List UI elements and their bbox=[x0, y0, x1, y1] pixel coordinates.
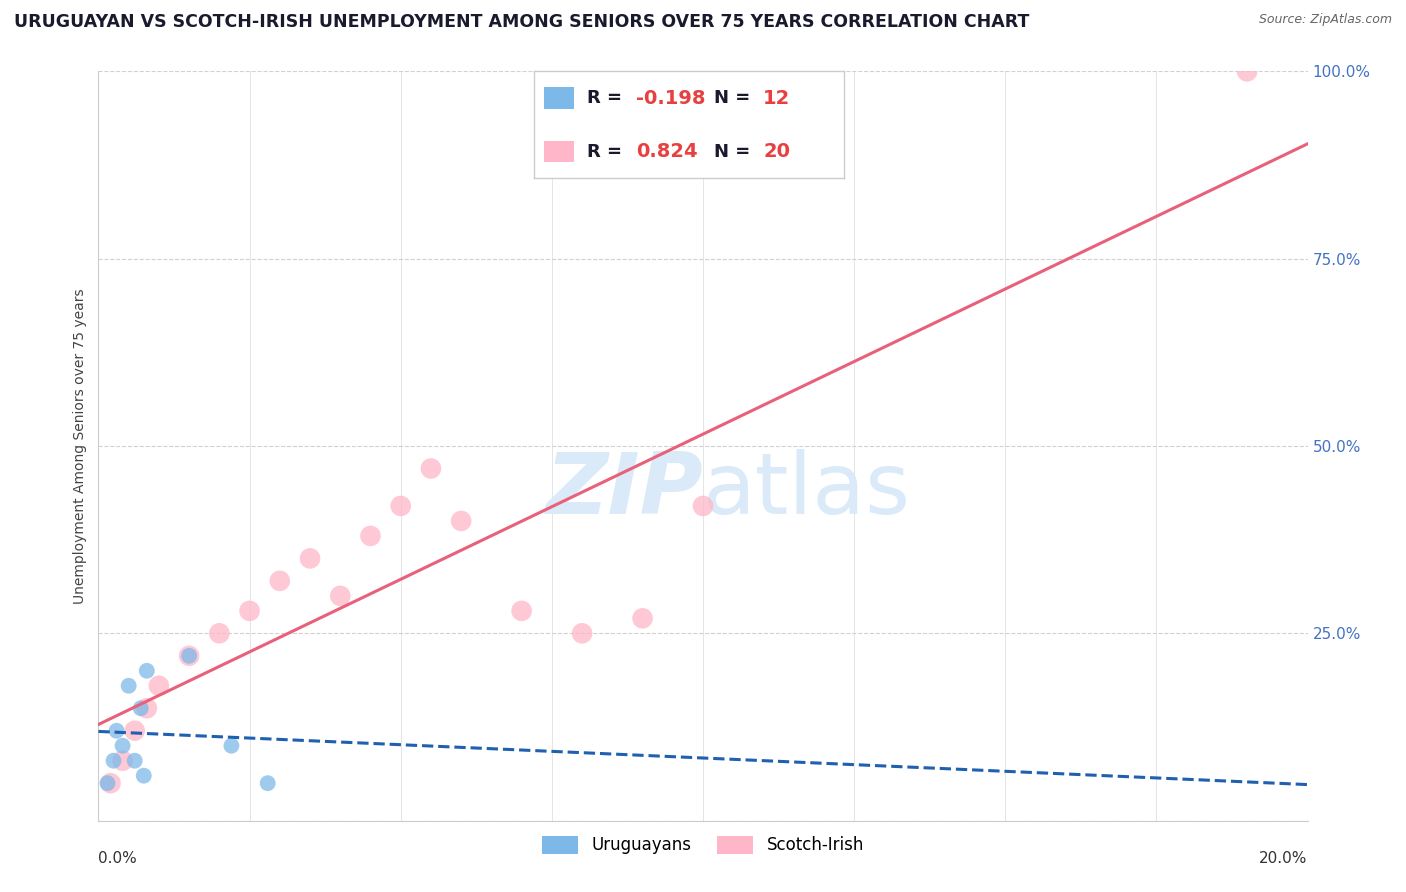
Point bbox=[329, 589, 352, 603]
Text: N =: N = bbox=[714, 143, 756, 161]
Point bbox=[360, 529, 382, 543]
Text: atlas: atlas bbox=[703, 450, 911, 533]
Point bbox=[135, 701, 157, 715]
Text: 0.0%: 0.0% bbox=[98, 851, 138, 865]
Text: 20: 20 bbox=[763, 142, 790, 161]
FancyBboxPatch shape bbox=[544, 141, 575, 162]
Point bbox=[221, 739, 243, 753]
Text: R =: R = bbox=[586, 143, 628, 161]
Point bbox=[239, 604, 262, 618]
Text: 0.824: 0.824 bbox=[637, 142, 697, 161]
Point bbox=[129, 701, 152, 715]
Text: Source: ZipAtlas.com: Source: ZipAtlas.com bbox=[1258, 13, 1392, 27]
Point bbox=[124, 754, 146, 768]
Point bbox=[132, 769, 155, 783]
Text: -0.198: -0.198 bbox=[637, 88, 706, 108]
Point bbox=[100, 776, 122, 790]
Point bbox=[96, 776, 118, 790]
Point bbox=[269, 574, 291, 588]
Point bbox=[124, 723, 146, 738]
FancyBboxPatch shape bbox=[544, 87, 575, 109]
Text: R =: R = bbox=[586, 89, 628, 107]
Point bbox=[105, 723, 128, 738]
Point bbox=[692, 499, 714, 513]
Y-axis label: Unemployment Among Seniors over 75 years: Unemployment Among Seniors over 75 years bbox=[73, 288, 87, 604]
Point bbox=[631, 611, 654, 625]
Point bbox=[179, 648, 201, 663]
Point bbox=[148, 679, 170, 693]
Point bbox=[389, 499, 412, 513]
Point bbox=[256, 776, 278, 790]
Point bbox=[135, 664, 157, 678]
Point bbox=[208, 626, 231, 640]
Point bbox=[111, 739, 134, 753]
Text: 12: 12 bbox=[763, 88, 790, 108]
Point bbox=[299, 551, 322, 566]
Point bbox=[420, 461, 443, 475]
Text: 20.0%: 20.0% bbox=[1260, 851, 1308, 865]
Point bbox=[510, 604, 533, 618]
Text: URUGUAYAN VS SCOTCH-IRISH UNEMPLOYMENT AMONG SENIORS OVER 75 YEARS CORRELATION C: URUGUAYAN VS SCOTCH-IRISH UNEMPLOYMENT A… bbox=[14, 13, 1029, 31]
Point bbox=[118, 679, 141, 693]
Point bbox=[103, 754, 125, 768]
Text: N =: N = bbox=[714, 89, 756, 107]
Point bbox=[111, 754, 134, 768]
Legend: Uruguayans, Scotch-Irish: Uruguayans, Scotch-Irish bbox=[536, 829, 870, 861]
Point bbox=[571, 626, 593, 640]
Point bbox=[179, 648, 201, 663]
Point bbox=[450, 514, 472, 528]
Text: ZIP: ZIP bbox=[546, 450, 703, 533]
Point bbox=[1236, 64, 1258, 78]
